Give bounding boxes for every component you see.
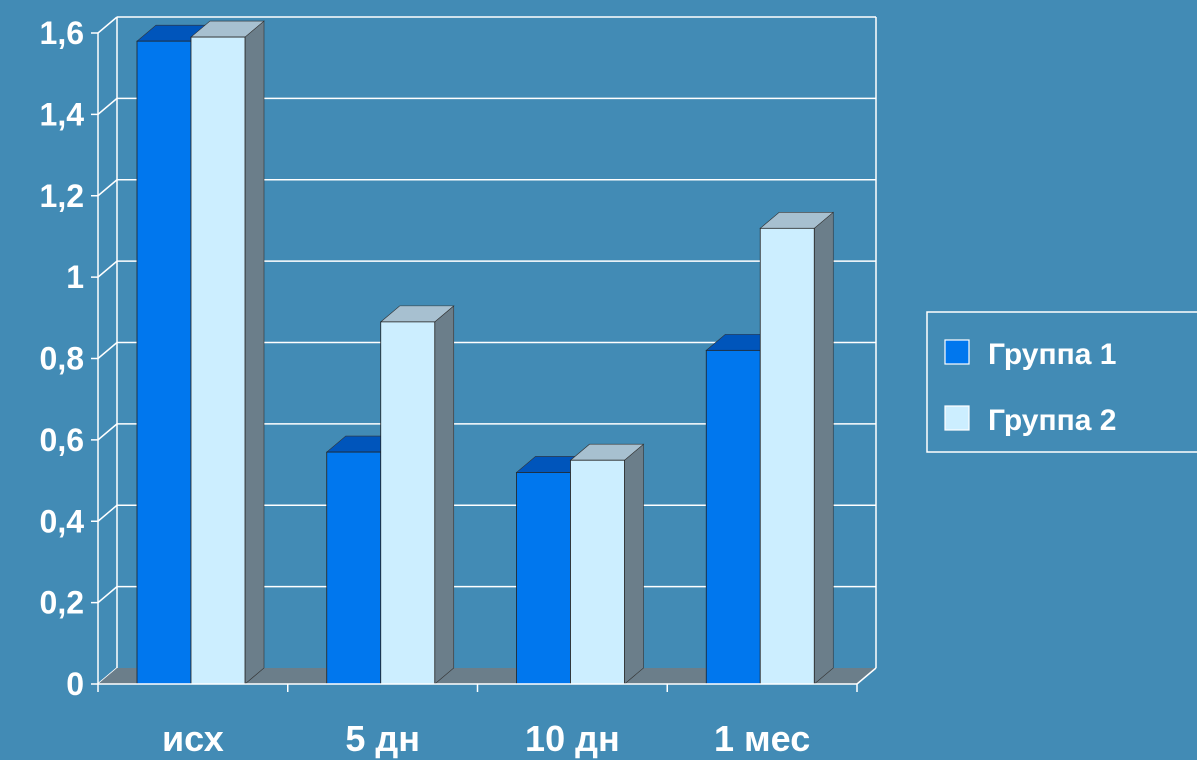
- floor-plane: [98, 668, 876, 684]
- left-wall-gridline: [97, 97, 118, 115]
- x-tick-label: 1 мес: [714, 718, 810, 759]
- bar-2-2: [379, 305, 455, 685]
- bar-front: [705, 349, 761, 685]
- x-tick-label: исх: [162, 718, 224, 759]
- y-tick-label: 0,2: [40, 585, 84, 621]
- floor-right-edge: [856, 667, 877, 685]
- bar-front: [380, 321, 436, 685]
- y-tick-label: 0,8: [40, 341, 84, 377]
- left-wall-gridline: [97, 504, 118, 522]
- legend-label-group-2: Группа 2: [988, 404, 1116, 437]
- bar-front: [516, 472, 571, 685]
- left-wall-gridline: [97, 341, 118, 360]
- bar-side: [813, 211, 834, 685]
- left-wall-gridline: [97, 16, 118, 34]
- bar-2-3: [569, 443, 645, 685]
- bar-side: [624, 443, 644, 685]
- x-tick-labels: исх 5 дн 10 дн 1 мес: [162, 718, 810, 759]
- y-tick-label: 1,4: [40, 96, 85, 132]
- bar-front: [759, 227, 815, 685]
- chart-floor: [98, 668, 876, 684]
- bar-front: [136, 40, 192, 685]
- x-tick-label: 5 дн: [345, 718, 420, 759]
- bar-2-4: [759, 211, 835, 685]
- y-tick-labels: 0 0,2 0,4 0,6 0,8 1 1,2 1,4 1,6: [40, 15, 85, 702]
- legend-label-group-1: Группа 1: [988, 338, 1116, 371]
- y-tick-label: 0,6: [40, 422, 84, 458]
- left-wall-gridline: [97, 179, 118, 197]
- bar-side: [434, 305, 455, 685]
- bar-side: [244, 20, 265, 685]
- y-tick-label: 1: [66, 259, 84, 295]
- bar-front: [326, 451, 382, 685]
- bar-front: [570, 459, 625, 685]
- legend-swatch-group-1: [944, 339, 970, 365]
- left-wall-gridline: [97, 423, 118, 441]
- legend-box: [926, 311, 1197, 453]
- bar-2-1: [190, 20, 265, 685]
- x-tick-label: 10 дн: [525, 718, 620, 759]
- y-tick-label: 1,6: [40, 15, 84, 51]
- legend: Группа 1 Группа 2: [926, 311, 1197, 453]
- y-tick-label: 0: [66, 666, 84, 702]
- axes: [91, 32, 877, 692]
- y-tick-label: 0,4: [40, 503, 85, 539]
- left-wall-gridline: [97, 260, 118, 278]
- y-tick-label: 1,2: [40, 178, 84, 214]
- bar-front: [190, 36, 246, 685]
- legend-swatch-group-2: [944, 405, 970, 431]
- left-wall-gridline: [97, 586, 118, 604]
- bars: [136, 20, 835, 685]
